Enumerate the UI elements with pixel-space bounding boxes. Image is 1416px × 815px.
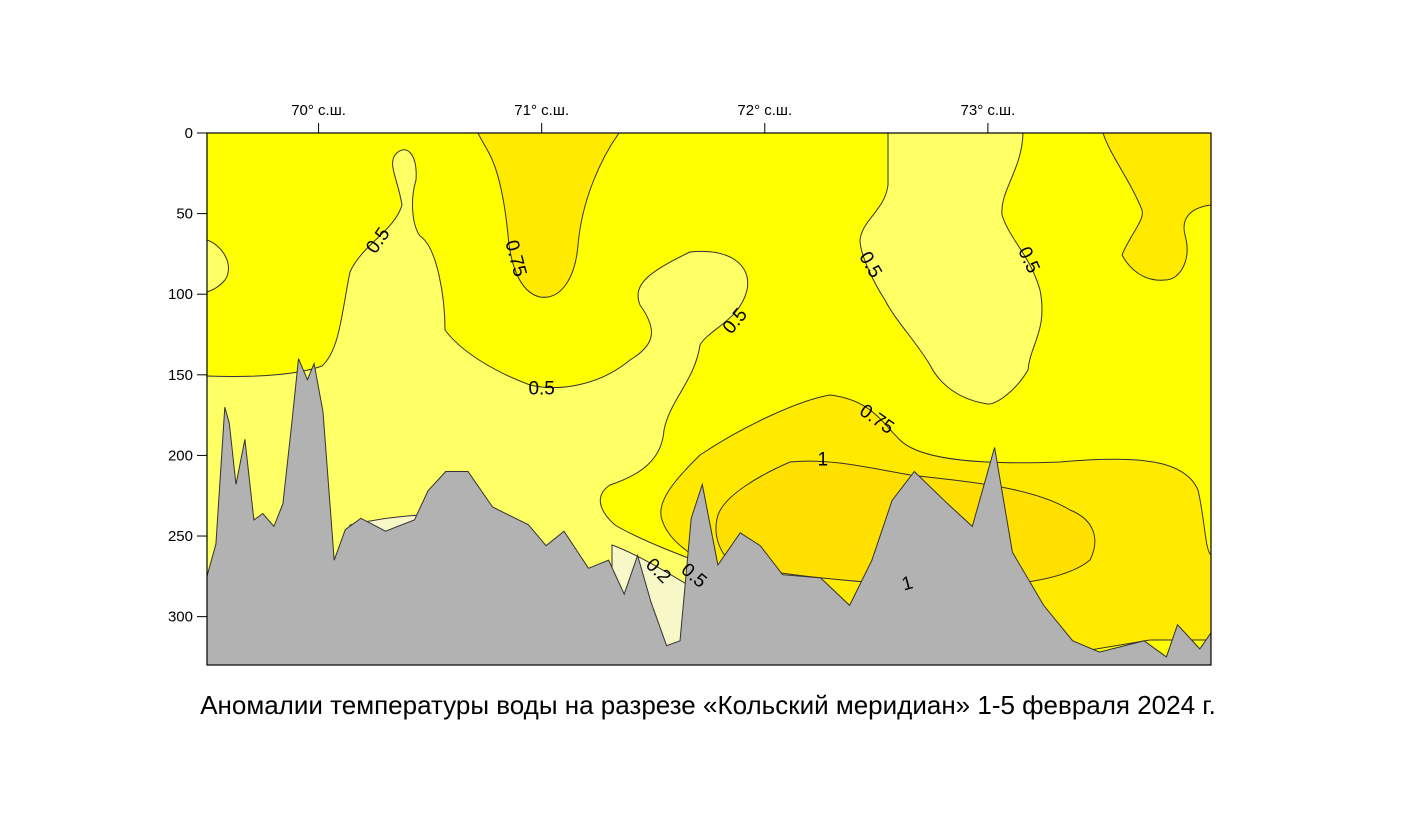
fill-0.2-0.5-right xyxy=(859,133,1043,405)
y-tick-label: 150 xyxy=(168,367,193,384)
x-tick-label: 72° с.ш. xyxy=(737,102,792,119)
y-axis-ticks: 0 50 100 150 200 250 300 xyxy=(168,125,207,626)
contour-label: 1 xyxy=(817,449,828,470)
fill-0.2-0.5-edge xyxy=(207,239,230,293)
x-axis-ticks: 70° с.ш. 71° с.ш. 72° с.ш. 73° с.ш. xyxy=(291,102,1015,133)
y-tick-label: 0 xyxy=(185,125,193,142)
contour-label: 1 xyxy=(900,572,916,595)
fill-0.2-0.5-left xyxy=(207,149,749,665)
y-tick-label: 300 xyxy=(168,609,193,626)
x-tick-label: 71° с.ш. xyxy=(514,102,569,119)
y-tick-label: 200 xyxy=(168,447,193,464)
figure-caption: Аномалии температуры воды на разрезе «Ко… xyxy=(200,690,1216,720)
y-tick-label: 250 xyxy=(168,528,193,545)
fill-0.75-1-top xyxy=(477,133,620,298)
x-tick-label: 73° с.ш. xyxy=(961,102,1016,119)
bottom-topography xyxy=(207,358,1211,665)
y-tick-label: 100 xyxy=(168,286,193,303)
fill-0.75-1-topright xyxy=(1102,133,1211,281)
plot-frame xyxy=(206,132,1212,666)
contour-label: 0.5 xyxy=(528,378,554,399)
y-tick-label: 50 xyxy=(176,206,193,223)
plot-area xyxy=(207,133,1211,665)
x-tick-label: 70° с.ш. xyxy=(291,102,346,119)
